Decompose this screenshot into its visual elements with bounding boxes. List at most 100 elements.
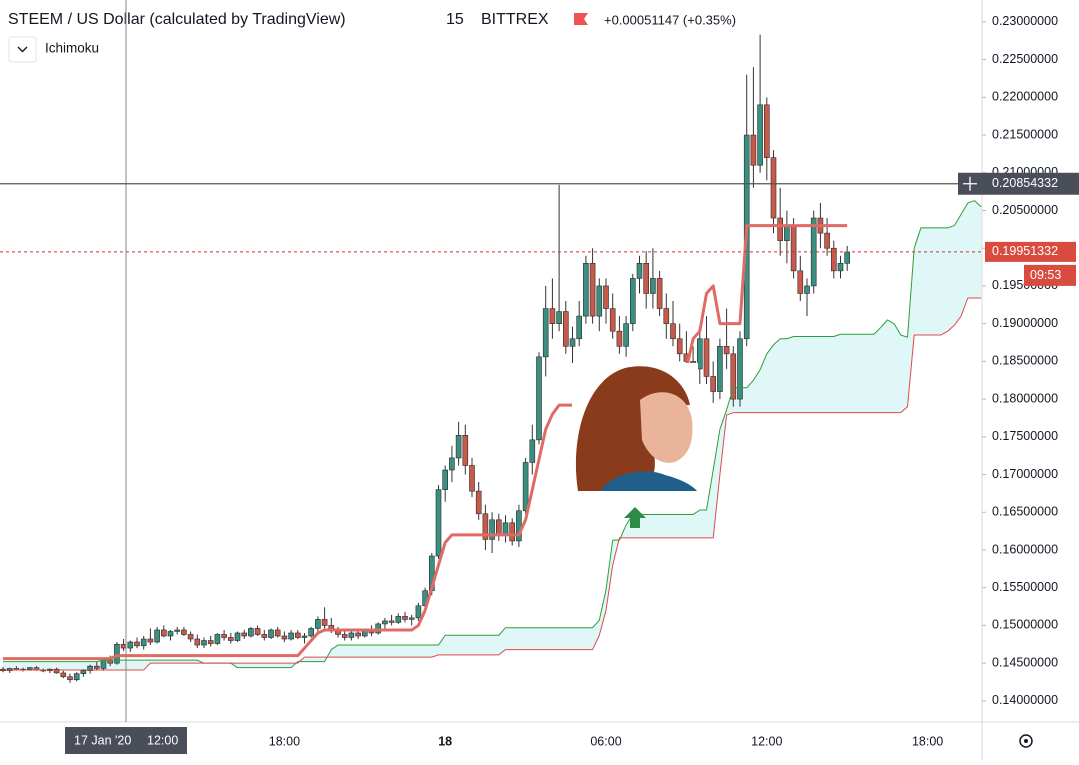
candle-body (53, 668, 60, 674)
candle-body (26, 667, 33, 670)
y-tick-label: 0.19000000 (992, 316, 1058, 330)
chevron (17, 46, 28, 53)
collapse-button[interactable] (8, 36, 37, 63)
change: +0.00051147 (+0.35%) (604, 12, 736, 27)
y-tick-label: 0.20500000 (992, 203, 1058, 217)
candle-body (676, 338, 683, 355)
candle-body (114, 643, 120, 664)
candle-body (395, 616, 402, 623)
candle-body (797, 270, 804, 294)
candle-body (509, 522, 516, 542)
candle-body (87, 665, 93, 671)
candle-body (341, 634, 348, 638)
candle-body (60, 672, 67, 678)
crosshair-date-box (65, 727, 187, 754)
candle-body (455, 435, 462, 459)
candle-body (583, 262, 589, 317)
crosshair-price-box (958, 172, 1079, 195)
candle-body (629, 278, 636, 324)
candle-body (140, 638, 147, 647)
candle-body (824, 232, 830, 249)
candle-body (516, 510, 522, 542)
candle-body (120, 643, 127, 649)
candle-body (710, 376, 717, 392)
exchange: BITTREX (481, 11, 549, 28)
candle-body (80, 670, 87, 675)
candle-body (288, 632, 294, 640)
candle-body (542, 308, 549, 358)
candle-body (837, 262, 844, 272)
candle-body (355, 632, 361, 637)
candle-body (174, 629, 180, 632)
candle-body (382, 620, 388, 625)
candle-body (167, 631, 174, 637)
candle-body (576, 315, 583, 340)
candle-body (201, 640, 207, 646)
interval: 15 (446, 11, 464, 28)
x-tick-label: 18:00 (912, 734, 943, 748)
candle-body (100, 659, 107, 669)
candle-body (67, 676, 73, 681)
crosshair-plus (963, 176, 977, 191)
candle-body (308, 628, 315, 637)
y-tick-label: 0.14000000 (992, 693, 1058, 707)
candle-body (569, 338, 576, 347)
y-tick-label: 0.14500000 (992, 655, 1058, 669)
candle-body (623, 323, 629, 347)
candle-body (375, 623, 382, 634)
crosshair-date: 17 Jan '20 (74, 733, 131, 747)
symbol: STEEM / US Dollar (calculated by Trading… (8, 11, 346, 28)
candle-body (154, 629, 160, 643)
countdown-box (1024, 264, 1076, 286)
y-tick-label: 0.23000000 (992, 14, 1058, 28)
candle-body (254, 628, 261, 635)
x-tick-label: 12:00 (751, 734, 782, 748)
y-tick-label: 0.22500000 (992, 52, 1058, 66)
candle-body (274, 629, 281, 637)
candle-body (194, 638, 201, 646)
candle-body (261, 634, 268, 638)
candle-body (415, 605, 422, 619)
candle-body (596, 285, 603, 317)
candle-body (502, 522, 509, 536)
candle-body (656, 278, 663, 309)
candle-body (207, 640, 214, 644)
candle-body (442, 469, 449, 490)
candle-body (844, 251, 851, 264)
candle-body (784, 225, 790, 241)
candle-body (482, 513, 489, 540)
x-tick-label: 06:00 (590, 734, 621, 748)
plot-area: 0.14000000 0.14500000 0.15000000 0.15500000… (0, 14, 1058, 748)
candle-body (402, 616, 408, 620)
candle-body (315, 619, 321, 629)
candle-body (609, 308, 616, 332)
crosshair-time: 12:00 (147, 733, 178, 747)
candle-body (147, 638, 154, 643)
candle-body (643, 262, 650, 294)
ichimoku-line (3, 297, 982, 671)
y-tick-label: 0.22000000 (992, 90, 1058, 104)
candle-body (616, 330, 623, 347)
y-tick-label: 0.17500000 (992, 429, 1058, 443)
candle-body (790, 225, 797, 272)
last-price-box (985, 241, 1076, 262)
candle-body (663, 308, 670, 324)
candle-body (248, 628, 254, 637)
candle-body (777, 217, 784, 241)
y-tick-label: 0.17000000 (992, 467, 1058, 481)
candle-body (750, 134, 757, 166)
candle-body (348, 632, 355, 638)
candle-body (636, 262, 643, 279)
settings-icon[interactable] (1019, 734, 1033, 748)
ichimoku-line (3, 224, 848, 661)
y-tick-label: 0.15000000 (992, 618, 1058, 632)
candle-body (589, 262, 596, 317)
candle-body (529, 439, 536, 463)
candle-body (549, 308, 556, 324)
candle-body (408, 617, 415, 620)
candle-body (475, 490, 482, 515)
candle-body (268, 629, 274, 638)
last-price-label: 0.19951332 (992, 244, 1058, 258)
candle-body (670, 323, 676, 340)
